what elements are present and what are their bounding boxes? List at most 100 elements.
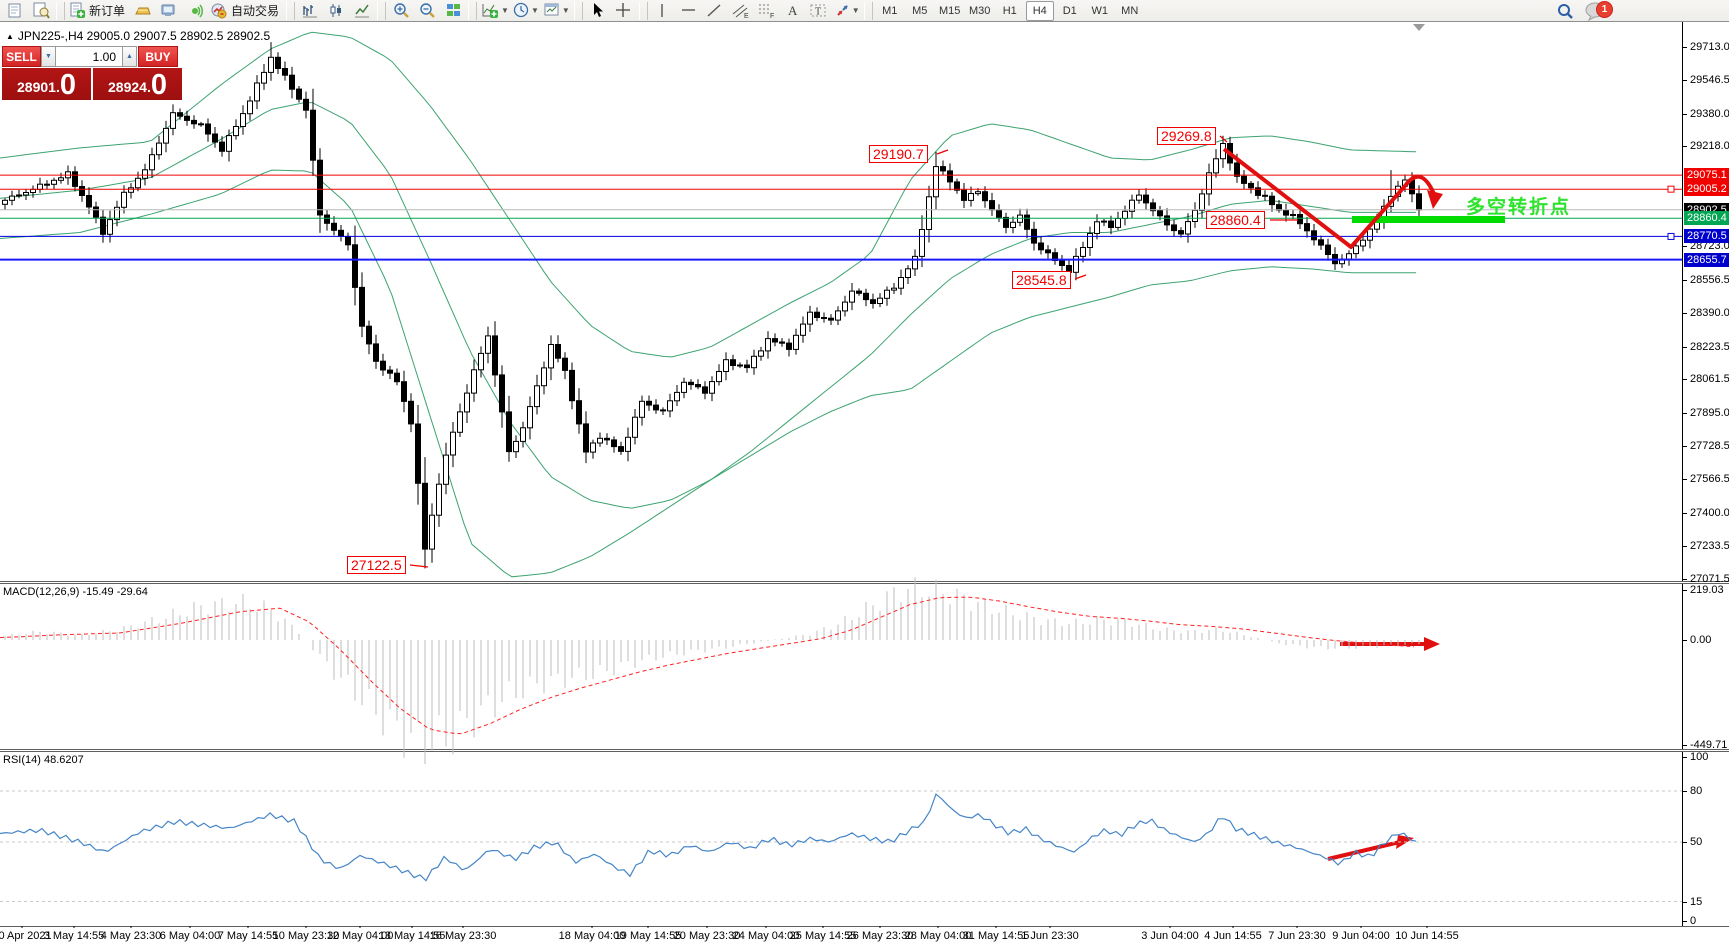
timeframe-d1[interactable]: D1 (1062, 4, 1077, 17)
toolbar-separator (468, 1, 478, 20)
panel-splitter[interactable] (0, 749, 1729, 752)
timeframe-mn[interactable]: MN (1121, 4, 1139, 17)
price-tick: 27728.5 (1690, 440, 1729, 452)
price-callout-label[interactable]: 28545.8 (1012, 271, 1071, 289)
tick-mark (1683, 513, 1687, 514)
volume-increase-button[interactable]: ▲ (122, 46, 137, 67)
tick-mark (1683, 313, 1687, 314)
time-tick-label: 19 May 14:55 (614, 930, 682, 942)
tick-mark (1683, 745, 1687, 746)
sell-button[interactable]: SELL (2, 46, 41, 67)
market-watch-icon[interactable] (130, 1, 156, 21)
timeframe-m15[interactable]: M15 (939, 4, 961, 17)
equidistant-channel-icon[interactable]: E (728, 1, 754, 21)
chat-notification-badge[interactable]: 1 (1596, 1, 1613, 18)
toolbar-separator (286, 1, 296, 20)
timeframe-h4[interactable]: H4 (1025, 0, 1054, 21)
annotation-note[interactable]: 多空转折点 (1466, 197, 1572, 218)
time-tick-label: 30 Apr 2021 (0, 930, 52, 942)
cursor-icon[interactable] (585, 1, 611, 21)
horizontal-line-icon[interactable] (676, 1, 702, 21)
line-chart-icon[interactable] (349, 1, 375, 21)
price-callout-label[interactable]: 29269.8 (1157, 127, 1216, 145)
time-tick-label: 31 May 14:55 (962, 930, 1030, 942)
timeframe-m1[interactable]: M1 (882, 4, 898, 17)
zoom-in-icon[interactable] (388, 1, 414, 21)
timeframe-m5[interactable]: M5 (912, 4, 928, 17)
price-tick: 27400.0 (1690, 507, 1729, 519)
price-tick: 29546.5 (1690, 74, 1729, 86)
tick-mark (1683, 791, 1687, 792)
text-icon[interactable]: A (780, 1, 806, 21)
price-level-badge: 29005.2 (1684, 182, 1729, 196)
search-icon[interactable] (1552, 1, 1578, 21)
tile-windows-icon[interactable] (440, 1, 466, 21)
profile-search-icon[interactable] (28, 1, 54, 21)
buy-button[interactable]: BUY (138, 46, 178, 67)
price-tick: 28723.0 (1690, 240, 1729, 252)
timeframe-m30[interactable]: M30 (969, 4, 991, 17)
panel-splitter[interactable] (0, 581, 1729, 584)
macd-label: MACD(12,26,9) -15.49 -29.64 (3, 586, 148, 598)
time-tick-label: 10 May 23:30 (272, 930, 340, 942)
rsi-tick: 0 (1690, 915, 1697, 927)
collapse-arrow-icon[interactable]: ▲ (6, 31, 14, 41)
macd-axis[interactable]: 219.03 0.00 -449.71 (1682, 584, 1729, 751)
price-tick: 27566.5 (1690, 473, 1729, 485)
rsi-label: RSI(14) 48.6207 (3, 754, 84, 766)
svg-text:E: E (744, 13, 749, 19)
main-chart-panel[interactable] (0, 22, 1729, 581)
toolbar-separator (56, 1, 65, 20)
volume-decrease-button[interactable]: ▼ (41, 46, 56, 67)
tick-mark (1683, 757, 1687, 758)
text-label-icon[interactable]: T (806, 1, 832, 21)
rsi-panel[interactable] (0, 752, 1729, 926)
tick-mark (1683, 80, 1687, 81)
tick-mark (1683, 246, 1687, 247)
zoom-out-icon[interactable] (414, 1, 440, 21)
volume-input[interactable]: 1.00 (56, 46, 122, 67)
chart-file-icon[interactable] (2, 1, 28, 21)
templates-icon[interactable]: ▼ (541, 1, 572, 21)
vertical-line-icon[interactable] (650, 1, 676, 21)
timeframe-h1[interactable]: H1 (1002, 4, 1017, 17)
tick-mark (1683, 146, 1687, 147)
autotrade-label: 自动交易 (231, 4, 280, 18)
new-order-button[interactable]: 新订单 (67, 1, 130, 21)
rsi-axis[interactable]: 100 80 50 15 0 (1682, 751, 1729, 927)
tick-mark (1683, 280, 1687, 281)
time-tick-label: 28 May 04:00 (904, 930, 972, 942)
crosshair-icon[interactable] (611, 1, 637, 21)
time-tick-label: 20 May 23:30 (673, 930, 741, 942)
terminal-icon[interactable] (156, 1, 182, 21)
price-callout-label[interactable]: 28860.4 (1206, 211, 1265, 229)
signals-icon[interactable] (182, 1, 208, 21)
price-callout-label[interactable]: 29190.7 (869, 145, 928, 163)
timeframe-w1[interactable]: W1 (1091, 4, 1108, 17)
time-tick-label: 9 Jun 04:00 (1332, 930, 1390, 942)
macd-tick: 0.00 (1690, 634, 1712, 646)
price-axis[interactable]: 29713.0 29546.5 29380.0 29218.0 28723.0 28556… (1682, 22, 1729, 585)
rsi-tick: 100 (1690, 751, 1709, 763)
chat-icon[interactable]: 1 (1584, 1, 1614, 22)
indicators-icon[interactable]: ▼ (479, 1, 511, 21)
symbol-info: ▲ JPN225-,H4 29005.0 29007.5 28902.5 289… (6, 29, 270, 43)
bar-chart-icon[interactable] (297, 1, 323, 21)
price-tick: 28390.0 (1690, 307, 1729, 319)
price-level-badge: 28860.4 (1684, 211, 1729, 225)
autotrade-button[interactable]: 自动交易 (208, 1, 284, 21)
time-tick-label: 18 May 04:00 (558, 930, 626, 942)
trendline-icon[interactable] (702, 1, 728, 21)
candlestick-chart-icon[interactable] (323, 1, 349, 21)
panel-splitter (0, 926, 1729, 928)
arrows-icon[interactable]: ▼ (832, 1, 862, 21)
price-tick: 28223.5 (1690, 341, 1729, 353)
buy-price[interactable]: 28924. 0 (93, 68, 182, 100)
time-tick-label: 3 May 14:55 (43, 930, 105, 942)
fibonacci-icon[interactable]: F (754, 1, 780, 21)
sell-price[interactable]: 28901. 0 (2, 68, 91, 100)
periods-clock-icon[interactable]: ▼ (511, 1, 541, 21)
price-callout-label[interactable]: 27122.5 (347, 556, 406, 574)
macd-panel[interactable] (0, 584, 1729, 749)
